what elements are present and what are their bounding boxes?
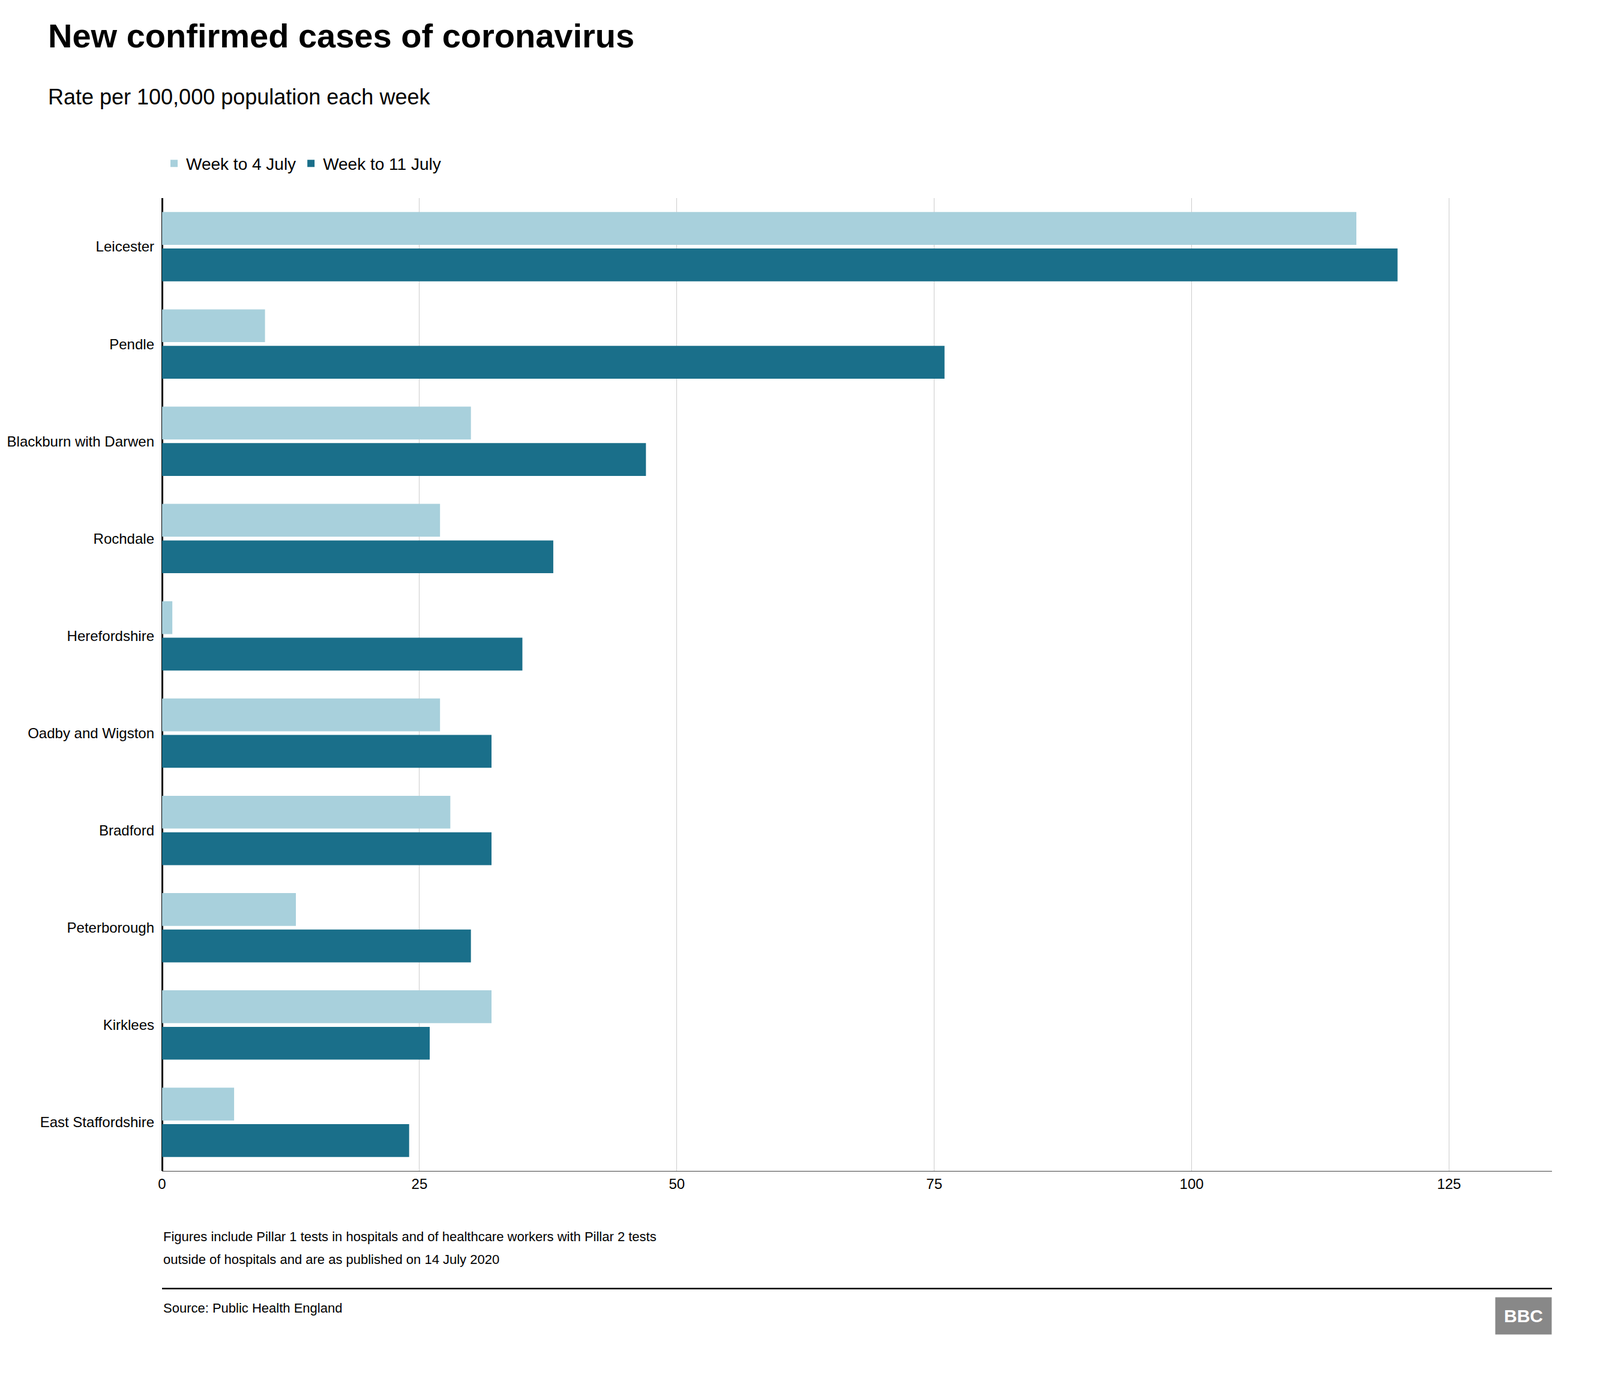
svg-text:Pendle: Pendle [109,336,155,353]
svg-text:East Staffordshire: East Staffordshire [40,1113,155,1131]
svg-text:75: 75 [926,1175,943,1192]
svg-text:100: 100 [1179,1175,1204,1192]
svg-text:BBC: BBC [1503,1305,1543,1326]
svg-text:outside of hospitals and are a: outside of hospitals and are as publishe… [163,1251,500,1267]
svg-text:Week to 11 July: Week to 11 July [322,154,442,174]
svg-text:Oadby and Wigston: Oadby and Wigston [27,724,155,742]
svg-text:50: 50 [668,1175,685,1192]
svg-text:Figures include Pillar 1 tests: Figures include Pillar 1 tests in hospit… [163,1229,657,1245]
svg-text:25: 25 [411,1175,428,1192]
svg-text:Rate per 100,000 population ea: Rate per 100,000 population each week [48,84,431,110]
svg-text:New confirmed cases of coronav: New confirmed cases of coronavirus [48,16,635,55]
svg-text:Herefordshire: Herefordshire [67,627,155,644]
svg-text:Peterborough: Peterborough [67,919,155,936]
svg-text:0: 0 [157,1175,166,1192]
svg-text:Source: Public Health England: Source: Public Health England [163,1300,343,1316]
svg-text:Kirklees: Kirklees [103,1016,155,1033]
svg-text:Bradford: Bradford [99,822,155,839]
svg-text:Leicester: Leicester [96,238,155,255]
svg-text:Rochdale: Rochdale [93,530,155,547]
svg-text:125: 125 [1436,1175,1461,1192]
svg-text:Blackburn with Darwen: Blackburn with Darwen [7,433,155,450]
svg-text:Week to 4 July: Week to 4 July [186,154,296,174]
